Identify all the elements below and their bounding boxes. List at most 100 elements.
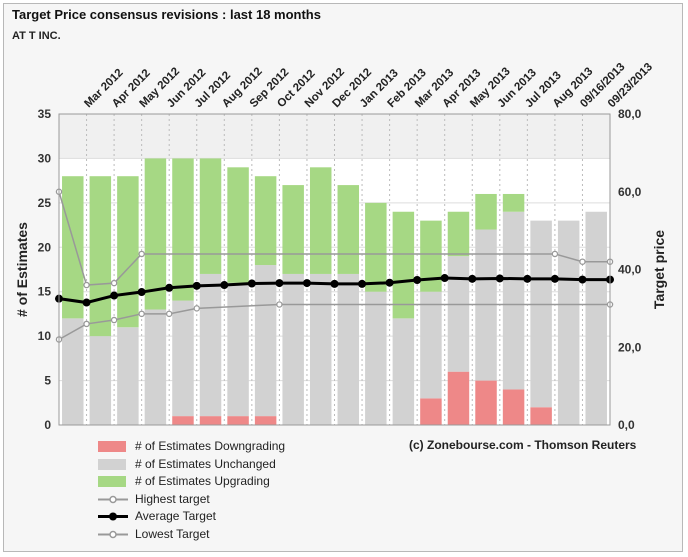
- bar-downgrading: [172, 416, 194, 425]
- average-target-point: [192, 281, 201, 290]
- average-target-point: [550, 274, 559, 283]
- bar-upgrading: [144, 158, 167, 310]
- y2-tick-label: 80,0: [618, 107, 642, 121]
- bar-downgrading: [199, 416, 222, 425]
- legend-label-average: Average Target: [135, 509, 216, 523]
- lowest-target-point: [83, 320, 90, 328]
- bar-downgrading: [475, 380, 497, 425]
- average-target-point: [440, 274, 449, 283]
- highest-target-point: [138, 250, 145, 258]
- bar-downgrading: [420, 398, 442, 425]
- lowest-target-point: [110, 316, 118, 324]
- bar-downgrading: [502, 389, 525, 425]
- bar-unchanged: [254, 265, 277, 417]
- legend-item-lowest: Lowest Target: [98, 526, 285, 544]
- y2-tick-label: 60,0: [618, 185, 642, 199]
- y-tick-label: 15: [38, 285, 52, 299]
- plot-border: [58, 113, 611, 426]
- chart-title: Target Price consensus revisions : last …: [12, 7, 321, 22]
- legend-item-highest: Highest target: [98, 491, 285, 509]
- bar-unchanged: [62, 318, 84, 425]
- company-name: AT T INC.: [12, 30, 61, 42]
- average-target-point: [220, 281, 229, 290]
- bar-upgrading: [502, 193, 525, 212]
- highest-target-point: [83, 281, 90, 289]
- bar-unchanged: [502, 211, 525, 390]
- bar-upgrading: [337, 185, 360, 274]
- bar-upgrading: [227, 167, 249, 283]
- highest-target-point: [110, 279, 118, 287]
- bar-unchanged: [199, 273, 222, 417]
- bar-upgrading: [420, 220, 442, 292]
- bar-upgrading: [282, 185, 304, 274]
- bar-upgrading: [254, 176, 277, 266]
- legend-label-lowest: Lowest Target: [135, 526, 210, 541]
- lowest-target-point: [276, 301, 283, 308]
- plot-top-band: [59, 114, 610, 159]
- legend-item-average: Average Target: [98, 508, 285, 526]
- lowest-target-point: [193, 305, 200, 312]
- bar-unchanged: [530, 220, 552, 408]
- lowest-target-point: [165, 310, 173, 318]
- average-target-point: [247, 279, 256, 288]
- legend-label-downgrading: # of Estimates Downgrading: [135, 439, 286, 453]
- average-target-point: [82, 298, 91, 307]
- y2-tick-label: 0,0: [618, 418, 635, 432]
- bar-upgrading: [365, 202, 387, 292]
- bar-unchanged: [557, 220, 580, 425]
- average-target-point: [302, 279, 311, 288]
- legend-item-downgrading: # of Estimates Downgrading: [98, 438, 285, 456]
- legend-swatch-lowest: [98, 530, 128, 538]
- legend-item-unchanged: # of Estimates Unchanged: [98, 456, 285, 474]
- bar-unchanged: [309, 273, 332, 425]
- legend-swatch-highest: [98, 495, 128, 503]
- bar-unchanged: [365, 291, 387, 425]
- bar-upgrading: [309, 167, 332, 274]
- y2-axis-title: Target price: [651, 230, 667, 309]
- average-target-point: [110, 291, 119, 300]
- bar-unchanged: [447, 256, 470, 372]
- bar-downgrading: [227, 416, 249, 425]
- bar-upgrading: [475, 193, 497, 230]
- y-tick-label: 10: [38, 329, 52, 343]
- bar-upgrading: [117, 176, 139, 328]
- y2-tick-label: 20,0: [618, 340, 642, 354]
- bar-upgrading: [172, 158, 194, 301]
- bar-upgrading: [62, 176, 84, 319]
- bar-downgrading: [530, 407, 552, 425]
- lowest-target-line: [58, 303, 610, 341]
- source-credit: (c) Zonebourse.com - Thomson Reuters: [409, 438, 637, 452]
- bar-unchanged: [227, 282, 249, 417]
- bar-upgrading: [392, 211, 415, 319]
- legend: # of Estimates Downgrading # of Estimate…: [98, 438, 285, 543]
- bar-unchanged: [585, 211, 607, 425]
- average-target-point: [495, 274, 504, 283]
- average-target-point: [413, 275, 422, 284]
- bar-unchanged: [392, 318, 415, 425]
- bar-unchanged: [172, 300, 194, 417]
- bar-unchanged: [89, 336, 112, 425]
- average-target-point: [385, 278, 394, 287]
- lowest-target-point: [138, 310, 145, 318]
- bar-unchanged: [420, 291, 442, 399]
- bar-upgrading: [447, 211, 470, 257]
- legend-swatch-downgrading: [98, 441, 126, 452]
- bar-unchanged: [144, 309, 167, 425]
- legend-label-upgrading: # of Estimates Upgrading: [135, 474, 270, 488]
- average-target-point: [523, 274, 532, 283]
- y-tick-label: 35: [38, 107, 52, 121]
- bar-upgrading: [199, 158, 222, 274]
- average-target-point: [330, 279, 339, 288]
- y-tick-label: 30: [38, 151, 52, 165]
- y-tick-label: 20: [38, 240, 52, 254]
- average-target-point: [578, 275, 587, 284]
- legend-label-unchanged: # of Estimates Unchanged: [135, 456, 276, 471]
- bar-unchanged: [282, 273, 304, 425]
- legend-swatch-average: [98, 512, 128, 521]
- legend-item-upgrading: # of Estimates Upgrading: [98, 473, 285, 491]
- bar-upgrading: [89, 176, 112, 337]
- y-tick-label: 25: [38, 196, 52, 210]
- average-target-point: [165, 283, 174, 292]
- bar-unchanged: [337, 273, 360, 425]
